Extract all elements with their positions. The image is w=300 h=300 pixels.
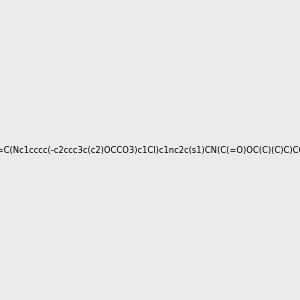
- Text: O=C(Nc1cccc(-c2ccc3c(c2)OCCO3)c1Cl)c1nc2c(s1)CN(C(=O)OC(C)(C)C)CC2: O=C(Nc1cccc(-c2ccc3c(c2)OCCO3)c1Cl)c1nc2…: [0, 146, 300, 154]
